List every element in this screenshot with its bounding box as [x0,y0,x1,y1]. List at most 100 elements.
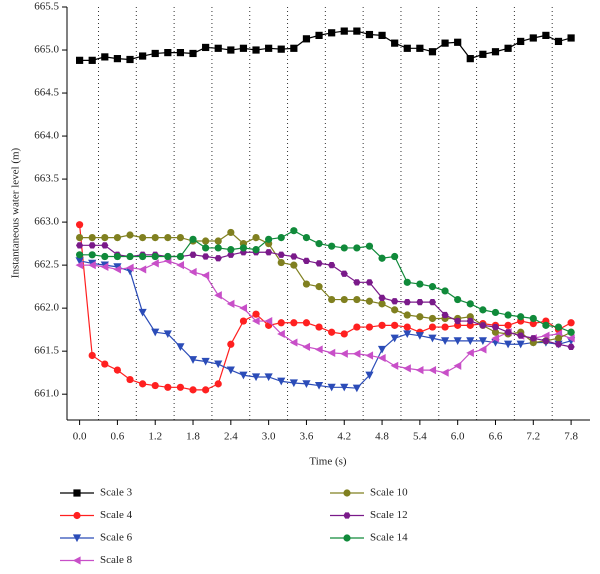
marker [73,511,81,520]
marker [76,251,84,259]
marker [88,56,96,64]
marker [100,262,109,271]
marker [340,270,348,277]
marker [391,298,399,305]
marker [214,255,222,262]
marker [403,330,412,339]
marker [75,257,84,265]
marker [517,37,525,46]
marker [428,365,437,375]
series-line [79,260,572,389]
marker [504,44,512,52]
y-tick-label: 661.0 [34,388,59,400]
marker [328,295,336,304]
marker [227,246,235,254]
marker [72,534,82,543]
x-tick-label: 6.6 [489,431,503,443]
marker [202,43,210,52]
marker [163,330,172,339]
marker [440,368,449,377]
marker [327,348,336,357]
marker [251,373,261,382]
y-tick-label: 661.5 [34,345,59,357]
marker [478,337,487,345]
marker [290,227,298,235]
marker [277,251,285,258]
marker [567,328,575,336]
marker [75,261,84,270]
marker [315,31,323,39]
marker [415,332,424,340]
marker [138,265,147,274]
marker [139,252,147,261]
marker [265,44,273,52]
marker [101,242,109,249]
marker [265,235,273,243]
marker [353,295,361,304]
marker [264,373,273,382]
marker [491,323,500,331]
y-tick-label: 662.5 [34,259,59,271]
series-line [79,260,572,374]
marker [315,283,323,291]
marker [227,340,235,348]
marker [126,231,134,239]
marker [239,44,248,52]
marker [529,335,537,342]
marker [340,27,348,35]
marker [302,280,311,288]
marker [340,295,348,304]
marker [391,39,399,47]
marker [277,45,285,53]
marker [289,338,298,347]
marker [251,316,260,326]
marker [416,299,424,306]
marker [290,44,298,52]
marker [416,313,424,321]
marker [151,381,159,390]
marker [176,49,185,57]
marker [151,233,159,242]
marker [76,233,84,242]
marker [76,56,84,64]
marker [277,377,286,386]
marker [126,375,134,384]
marker [227,46,235,54]
marker [529,34,537,42]
marker [226,299,235,308]
marker [151,49,159,58]
series-line [79,230,572,333]
marker [164,49,172,57]
x-tick-label: 1.2 [148,431,162,443]
marker [289,379,298,388]
x-tick-label: 2.4 [224,431,238,443]
marker [214,380,222,388]
marker [428,323,437,331]
marker [377,353,386,363]
marker [516,340,525,349]
marker [353,27,361,35]
marker [214,237,222,245]
marker [101,252,109,261]
marker [201,271,210,280]
marker [517,332,525,339]
marker [352,349,361,358]
marker [88,233,96,242]
marker [567,343,575,350]
marker [365,297,374,305]
marker [164,383,172,391]
marker [365,371,374,380]
marker [403,311,411,319]
marker [343,489,351,497]
marker [328,29,336,37]
marker [277,329,285,339]
marker [113,263,122,271]
marker [214,44,222,52]
marker [504,321,512,329]
marker [189,251,197,258]
marker [365,242,374,250]
marker [428,48,437,56]
x-axis-label: Time (s) [309,456,347,468]
marker [214,244,222,252]
marker [302,380,311,388]
